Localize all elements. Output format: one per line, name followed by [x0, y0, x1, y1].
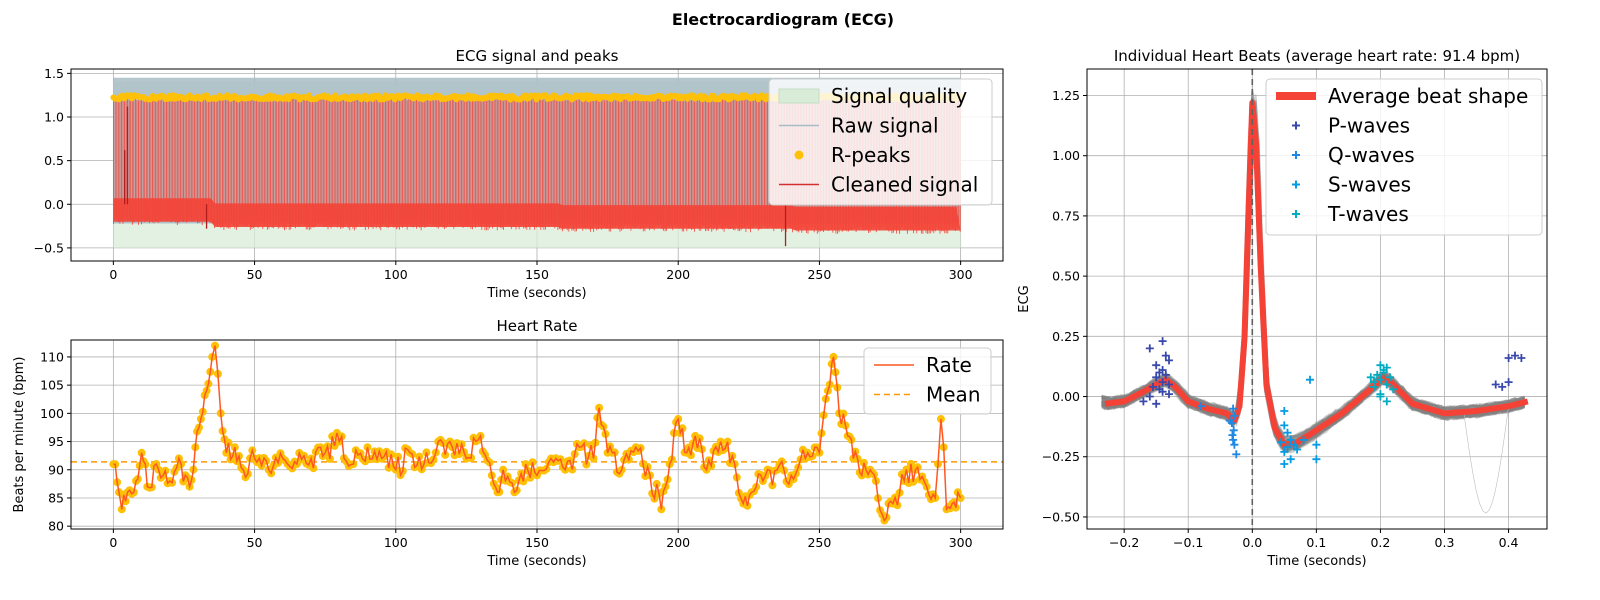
y-tick-label: 0.25	[1052, 329, 1080, 344]
x-tick-label: 150	[525, 535, 549, 550]
p-wave-markers	[1139, 337, 1526, 408]
beat-trace	[1101, 97, 1525, 445]
legend-label: T-waves	[1327, 202, 1409, 226]
y-tick-label: 0.0	[44, 197, 64, 212]
y-tick-label: −0.25	[1042, 449, 1080, 464]
x-tick-label: −0.2	[1109, 535, 1139, 550]
q-wave-markers	[1197, 402, 1241, 459]
x-tick-label: 250	[807, 267, 831, 282]
x-tick-label: 150	[525, 267, 549, 282]
legend-label: Mean	[926, 383, 981, 407]
y-tick-label: −0.5	[34, 240, 64, 255]
ecg-signal-panel: 0 50 100 150 200 250 300 −0.5 0.0 0.5 1.0 1.5 ECG si…	[34, 47, 1004, 301]
y-tick-label: 95	[48, 434, 64, 449]
x-tick-label: 0.2	[1370, 535, 1390, 550]
y-tick-label: 0.50	[1052, 269, 1080, 284]
panel-title: ECG signal and peaks	[456, 47, 619, 65]
average-beat-line	[1104, 99, 1529, 448]
x-tick-label: 0	[109, 267, 117, 282]
legend-key	[1292, 210, 1300, 218]
y-tick-label: 105	[40, 378, 64, 393]
x-tick-label: 0.3	[1435, 535, 1455, 550]
beat-trace	[1101, 129, 1525, 448]
x-tick-label: 200	[666, 267, 690, 282]
y-tick-label: 85	[48, 490, 64, 505]
legend-label: Cleaned signal	[831, 173, 978, 197]
y-tick-label: 1.25	[1052, 88, 1080, 103]
x-axis-label: Time (seconds)	[1266, 554, 1366, 569]
x-axis-label: Time (seconds)	[486, 286, 586, 301]
beat-trace	[1100, 109, 1525, 452]
x-tick-label: 50	[247, 535, 263, 550]
s-wave-markers	[1277, 375, 1321, 468]
x-axis-label: Time (seconds)	[486, 554, 586, 569]
y-tick-label: 0.5	[44, 153, 64, 168]
x-tick-label: 0.1	[1306, 535, 1326, 550]
legend-label: Raw signal	[831, 114, 939, 138]
x-tick-label: 0	[109, 535, 117, 550]
y-tick-label: −0.50	[1042, 509, 1080, 524]
legend-label: Rate	[926, 353, 972, 377]
y-tick-label: 0.00	[1052, 389, 1080, 404]
legend-label: S-waves	[1328, 173, 1411, 197]
y-tick-label: 90	[48, 462, 64, 477]
beat-trace	[1101, 124, 1525, 440]
beat-trace	[1101, 121, 1525, 439]
panel-title: Individual Heart Beats (average heart ra…	[1114, 47, 1520, 65]
y-axis-label: Beats per minute (bpm)	[12, 357, 27, 513]
beat-trace	[1101, 127, 1525, 450]
beat-trace	[1101, 111, 1526, 443]
legend-box	[1265, 78, 1543, 236]
panel-title: Heart Rate	[497, 317, 578, 335]
legend-label: P-waves	[1328, 114, 1410, 138]
legend-label: Q-waves	[1328, 143, 1415, 167]
legend-label: R-peaks	[831, 143, 911, 167]
beat-trace	[1101, 107, 1525, 452]
y-tick-label: 1.00	[1052, 148, 1080, 163]
x-tick-label: 200	[666, 535, 690, 550]
y-tick-label: 110	[40, 349, 64, 364]
y-tick-label: 1.5	[44, 66, 64, 81]
x-tick-label: 100	[384, 267, 408, 282]
legend-label: Average beat shape	[1328, 84, 1528, 108]
legend-box	[768, 78, 993, 206]
x-tick-label: 50	[247, 267, 263, 282]
x-tick-label: 100	[384, 535, 408, 550]
legend-key	[794, 150, 804, 160]
beat-trace	[1101, 90, 1525, 454]
heart-beats-panel: −0.2 −0.1 0.0 0.1 0.2 0.3 0.4 −0.50 −0.25 0.00 0.2…	[1017, 47, 1548, 569]
legend-key	[1292, 151, 1300, 159]
x-tick-label: 0.0	[1242, 535, 1262, 550]
x-tick-label: 300	[949, 267, 973, 282]
y-tick-label: 0.75	[1052, 208, 1080, 223]
legend-key	[1292, 180, 1300, 189]
x-tick-label: 250	[807, 535, 831, 550]
legend-key	[778, 88, 820, 104]
beat-trace-outlier	[1412, 401, 1525, 514]
y-axis-label: ECG	[1017, 285, 1032, 312]
heart-rate-panel: 0 50 100 150 200 250 300 80 85 90 95 100 105 110 Heart…	[12, 317, 1004, 569]
figure-suptitle: Electrocardiogram (ECG)	[672, 10, 894, 29]
y-tick-label: 1.0	[44, 110, 64, 125]
x-tick-label: 0.4	[1499, 535, 1519, 550]
legend-label: Signal quality	[831, 84, 967, 108]
cleaned-signal-body	[113, 198, 961, 231]
y-tick-label: 80	[48, 519, 64, 534]
rate-line	[113, 345, 962, 523]
y-tick-label: 100	[40, 406, 64, 421]
x-tick-label: −0.1	[1173, 535, 1203, 550]
beat-trace	[1101, 108, 1526, 453]
plot-frame	[1086, 68, 1548, 530]
x-tick-label: 300	[949, 535, 973, 550]
legend-key	[1292, 121, 1300, 130]
beat-trace	[1101, 123, 1526, 441]
beat-trace	[1100, 101, 1526, 453]
t-wave-markers	[1366, 361, 1398, 406]
